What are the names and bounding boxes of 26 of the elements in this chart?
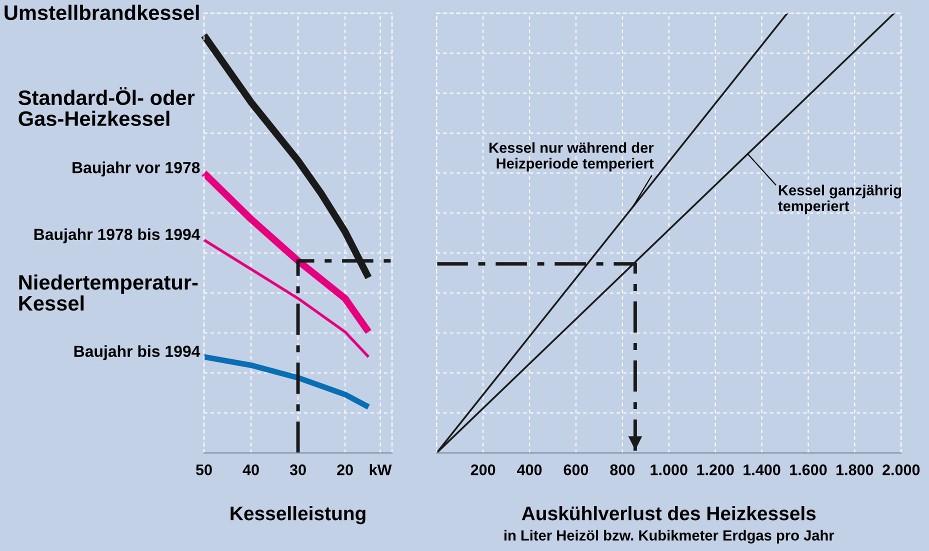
x-tick-label: 20 (337, 464, 353, 476)
series-label: Baujahr bis 1994 (74, 345, 200, 360)
series-label: Baujahr 1978 bis 1994 (34, 228, 200, 244)
x-tick-label: 600 (564, 464, 588, 476)
x-tick-label: 2.000 (882, 464, 920, 476)
x-tick-label: kW (370, 464, 392, 476)
series-label: Umstellbrandkessel (4, 4, 199, 20)
x-tick-label: 1.200 (697, 464, 734, 476)
x-tick-label: 400 (517, 464, 542, 476)
text: Kessel ganzjährig temperiert (778, 184, 901, 214)
text: Standard-Öl- oder Gas-Heizkessel (18, 87, 195, 126)
x-tick-label: 200 (470, 464, 496, 476)
x-tick-label: 40 (242, 464, 259, 476)
x-tick-label: 1.800 (836, 464, 874, 476)
x-tick-label: 1.400 (744, 464, 780, 476)
x-tick-label: 1.000 (650, 464, 688, 476)
x-axis-title: Auskühlverlust des Heizkessels (522, 506, 816, 520)
x-tick-label: 50 (196, 464, 212, 476)
text: Niedertemperatur- Kessel (19, 274, 198, 311)
series-label: Baujahr vor 1978 (72, 162, 200, 176)
x-tick-label: 1.600 (790, 464, 827, 476)
x-tick-label: 800 (610, 464, 635, 476)
x-tick-label: 30 (290, 464, 306, 476)
text: in Liter Heizöl bzw. Kubikmeter Erdgas pro Jahr (504, 530, 834, 544)
series-label: Kessel nur während der Heizperiode temperiert (489, 142, 654, 172)
x-axis-title: Kesselleistung (230, 506, 366, 524)
